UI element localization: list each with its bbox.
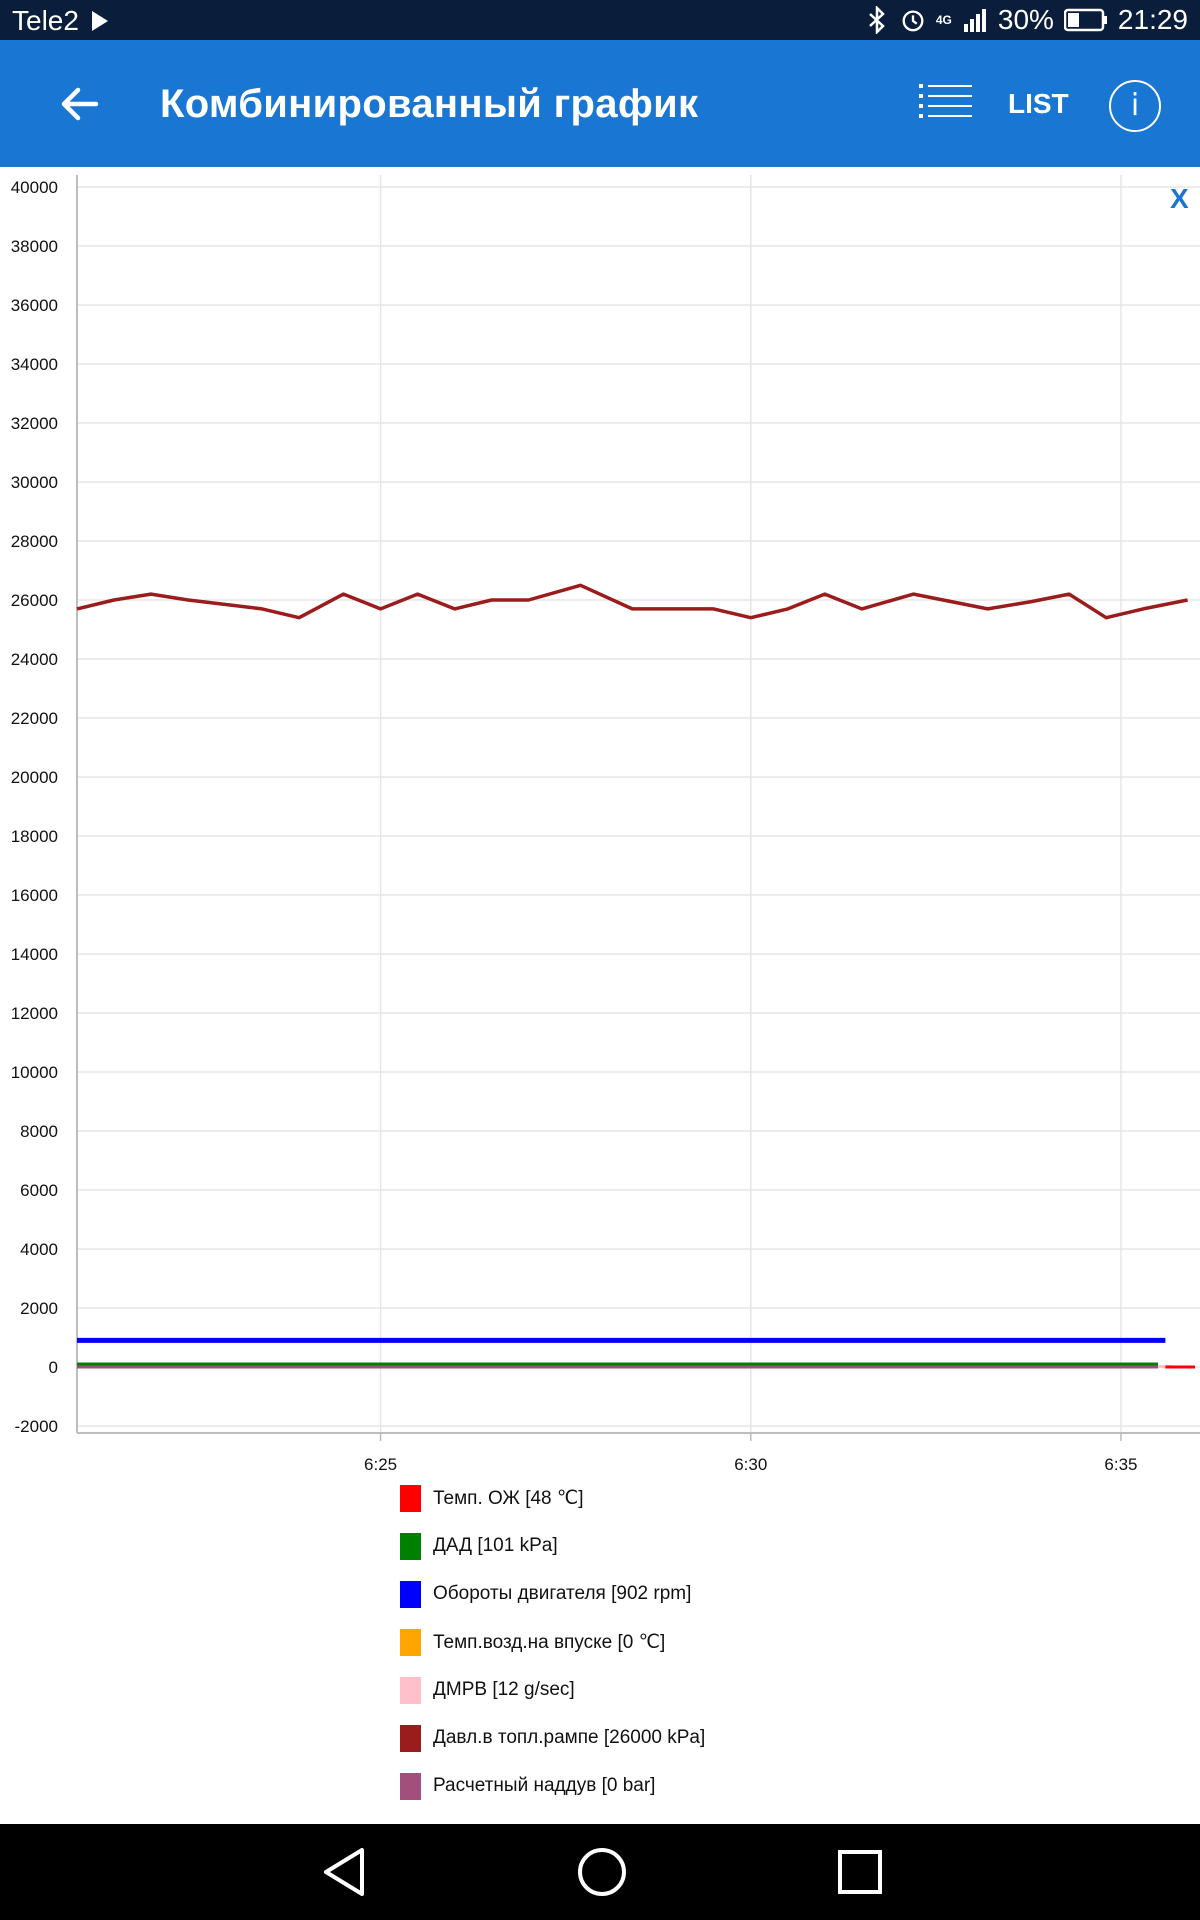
- y-tick-label: 16000: [11, 886, 58, 905]
- legend-item[interactable]: ДМРВ [12 g/sec]: [400, 1674, 575, 1706]
- home-circle-icon[interactable]: [572, 1842, 632, 1902]
- list-button[interactable]: LIST: [1008, 88, 1069, 119]
- series-line-5: [76, 583, 1188, 620]
- legend-item[interactable]: Расчетный наддув [0 bar]: [400, 1770, 655, 1802]
- legend-item[interactable]: Темп. ОЖ [48 ℃]: [400, 1482, 584, 1514]
- arrow-left-icon[interactable]: [50, 74, 110, 134]
- y-tick-label: 26000: [11, 591, 58, 610]
- y-tick-label: 4000: [20, 1240, 58, 1259]
- y-tick-label: 0: [49, 1358, 58, 1377]
- legend-label: Расчетный наддув [0 bar]: [433, 1775, 656, 1796]
- battery-icon: [1063, 8, 1107, 32]
- y-tick-label: 12000: [11, 1004, 58, 1023]
- navigation-bar: [0, 1824, 1200, 1920]
- legend-label: ДАД [101 kPa]: [433, 1535, 558, 1556]
- legend-swatch: [400, 1724, 421, 1752]
- list-icon[interactable]: [915, 78, 975, 128]
- legend-label: Давл.в топл.рампе [26000 kPa]: [433, 1727, 706, 1748]
- legend-label: Обороты двигателя [902 rpm]: [433, 1583, 692, 1604]
- legend-label: ДМРВ [12 g/sec]: [433, 1679, 575, 1700]
- x-tick-label: 6:35: [1104, 1455, 1137, 1474]
- combined-chart: 40000 38000 36000 34000 32000 30000 28000 26000…: [0, 167, 1200, 1490]
- legend-label: Темп. ОЖ [48 ℃]: [433, 1487, 584, 1509]
- clock: 21:29: [1117, 4, 1188, 35]
- legend-swatch: [400, 1484, 421, 1512]
- y-tick-label: 6000: [20, 1181, 58, 1200]
- y-tick-label: 10000: [11, 1063, 58, 1082]
- recents-square-icon[interactable]: [830, 1842, 890, 1902]
- x-tick-label: 6:25: [364, 1455, 397, 1474]
- network-type-label: 4G: [935, 13, 952, 27]
- y-tick-label: 14000: [11, 945, 58, 964]
- y-tick-label: -2000: [15, 1417, 58, 1436]
- y-tick-label: 40000: [11, 178, 58, 197]
- x-tick-labels: 6:25 6:30 6:35: [364, 1455, 1137, 1474]
- play-icon: [92, 11, 108, 31]
- info-button[interactable]: i: [1109, 80, 1161, 132]
- x-tick-label: 6:30: [734, 1455, 767, 1474]
- status-bar: Tele2 4G 30% 21:29: [0, 0, 1200, 40]
- carrier-label: Tele2: [12, 5, 79, 36]
- legend-swatch: [400, 1772, 421, 1800]
- status-icons: 4G 30% 21:29: [864, 4, 1188, 36]
- legend-swatch: [400, 1676, 421, 1704]
- chart-series: [76, 583, 1195, 1369]
- y-tick-label: 38000: [11, 237, 58, 256]
- y-tick-label: 30000: [11, 473, 58, 492]
- y-tick-label: 18000: [11, 827, 58, 846]
- legend-item[interactable]: ДАД [101 kPa]: [400, 1530, 558, 1562]
- y-tick-label: 22000: [11, 709, 58, 728]
- legend-item[interactable]: Темп.возд.на впуске [0 ℃]: [400, 1626, 665, 1658]
- legend-swatch: [400, 1532, 421, 1560]
- page-title: Комбинированный график: [160, 82, 699, 126]
- alarm-icon: [902, 10, 924, 32]
- legend-swatch: [400, 1628, 421, 1656]
- y-tick-label: 34000: [11, 355, 58, 374]
- chart-canvas[interactable]: 4000038000360003400032000300002800026000…: [0, 167, 1200, 1490]
- y-tick-label: 32000: [11, 414, 58, 433]
- y-tick-label: 2000: [20, 1299, 58, 1318]
- y-tick-label: 36000: [11, 296, 58, 315]
- legend-swatch: [400, 1580, 421, 1608]
- back-triangle-icon[interactable]: [316, 1842, 376, 1902]
- y-tick-label: 28000: [11, 532, 58, 551]
- chart-grid: [77, 175, 1200, 1433]
- y-tick-labels: 4000038000360003400032000300002800026000…: [11, 178, 58, 1436]
- legend-label: Темп.возд.на впуске [0 ℃]: [433, 1631, 666, 1653]
- chart-axes: [76, 175, 1200, 1441]
- app-bar: Комбинированный график LIST i: [0, 40, 1200, 167]
- y-tick-label: 24000: [11, 650, 58, 669]
- y-tick-label: 8000: [20, 1122, 58, 1141]
- close-chart-button[interactable]: X: [1170, 183, 1189, 214]
- legend-item[interactable]: Давл.в топл.рампе [26000 kPa]: [400, 1722, 705, 1754]
- legend-item[interactable]: Обороты двигателя [902 rpm]: [400, 1578, 691, 1610]
- bluetooth-icon: [869, 6, 885, 34]
- battery-percent: 30%: [997, 4, 1054, 35]
- signal-icon: [963, 9, 986, 32]
- y-tick-label: 20000: [11, 768, 58, 787]
